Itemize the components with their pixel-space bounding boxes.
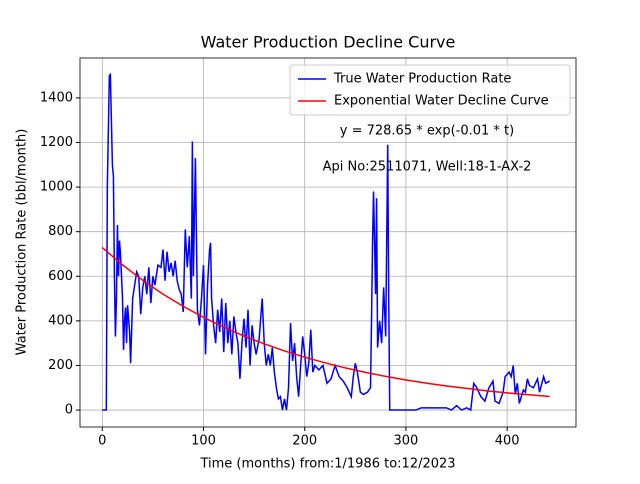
x-tick-label: 0: [98, 434, 106, 449]
x-tick-label: 100: [191, 434, 216, 449]
data-line: [102, 72, 551, 412]
plot-frame: [79, 57, 577, 428]
y-tick-label: 1200: [40, 135, 73, 150]
y-tick-label: 600: [48, 269, 73, 284]
annotation: Api No:2511071, Well:18-1-AX-2: [323, 160, 532, 175]
legend-label: Exponential Water Decline Curve: [334, 94, 549, 109]
x-tick-label: 300: [394, 434, 419, 449]
x-axis-label: Time (months) from:1/1986 to:12/2023: [199, 457, 455, 472]
y-tick-label: 1400: [40, 90, 73, 105]
y-tick-label: 400: [48, 313, 73, 328]
chart-title: Water Production Decline Curve: [201, 33, 456, 52]
x-tick-label: 400: [495, 434, 520, 449]
y-tick-label: 800: [48, 224, 73, 239]
data-line: [101, 246, 550, 398]
x-tick-label: 200: [292, 434, 317, 449]
legend-label: True Water Production Rate: [333, 72, 511, 87]
legend-box: [289, 64, 571, 116]
y-tick-label: 1000: [40, 180, 73, 195]
y-tick-label: 200: [48, 358, 73, 373]
y-tick-label: 0: [65, 403, 73, 418]
y-axis-label: Water Production Rate (bbl/month): [15, 129, 30, 356]
annotation: y = 728.65 * exp(-0.01 * t): [340, 124, 514, 139]
